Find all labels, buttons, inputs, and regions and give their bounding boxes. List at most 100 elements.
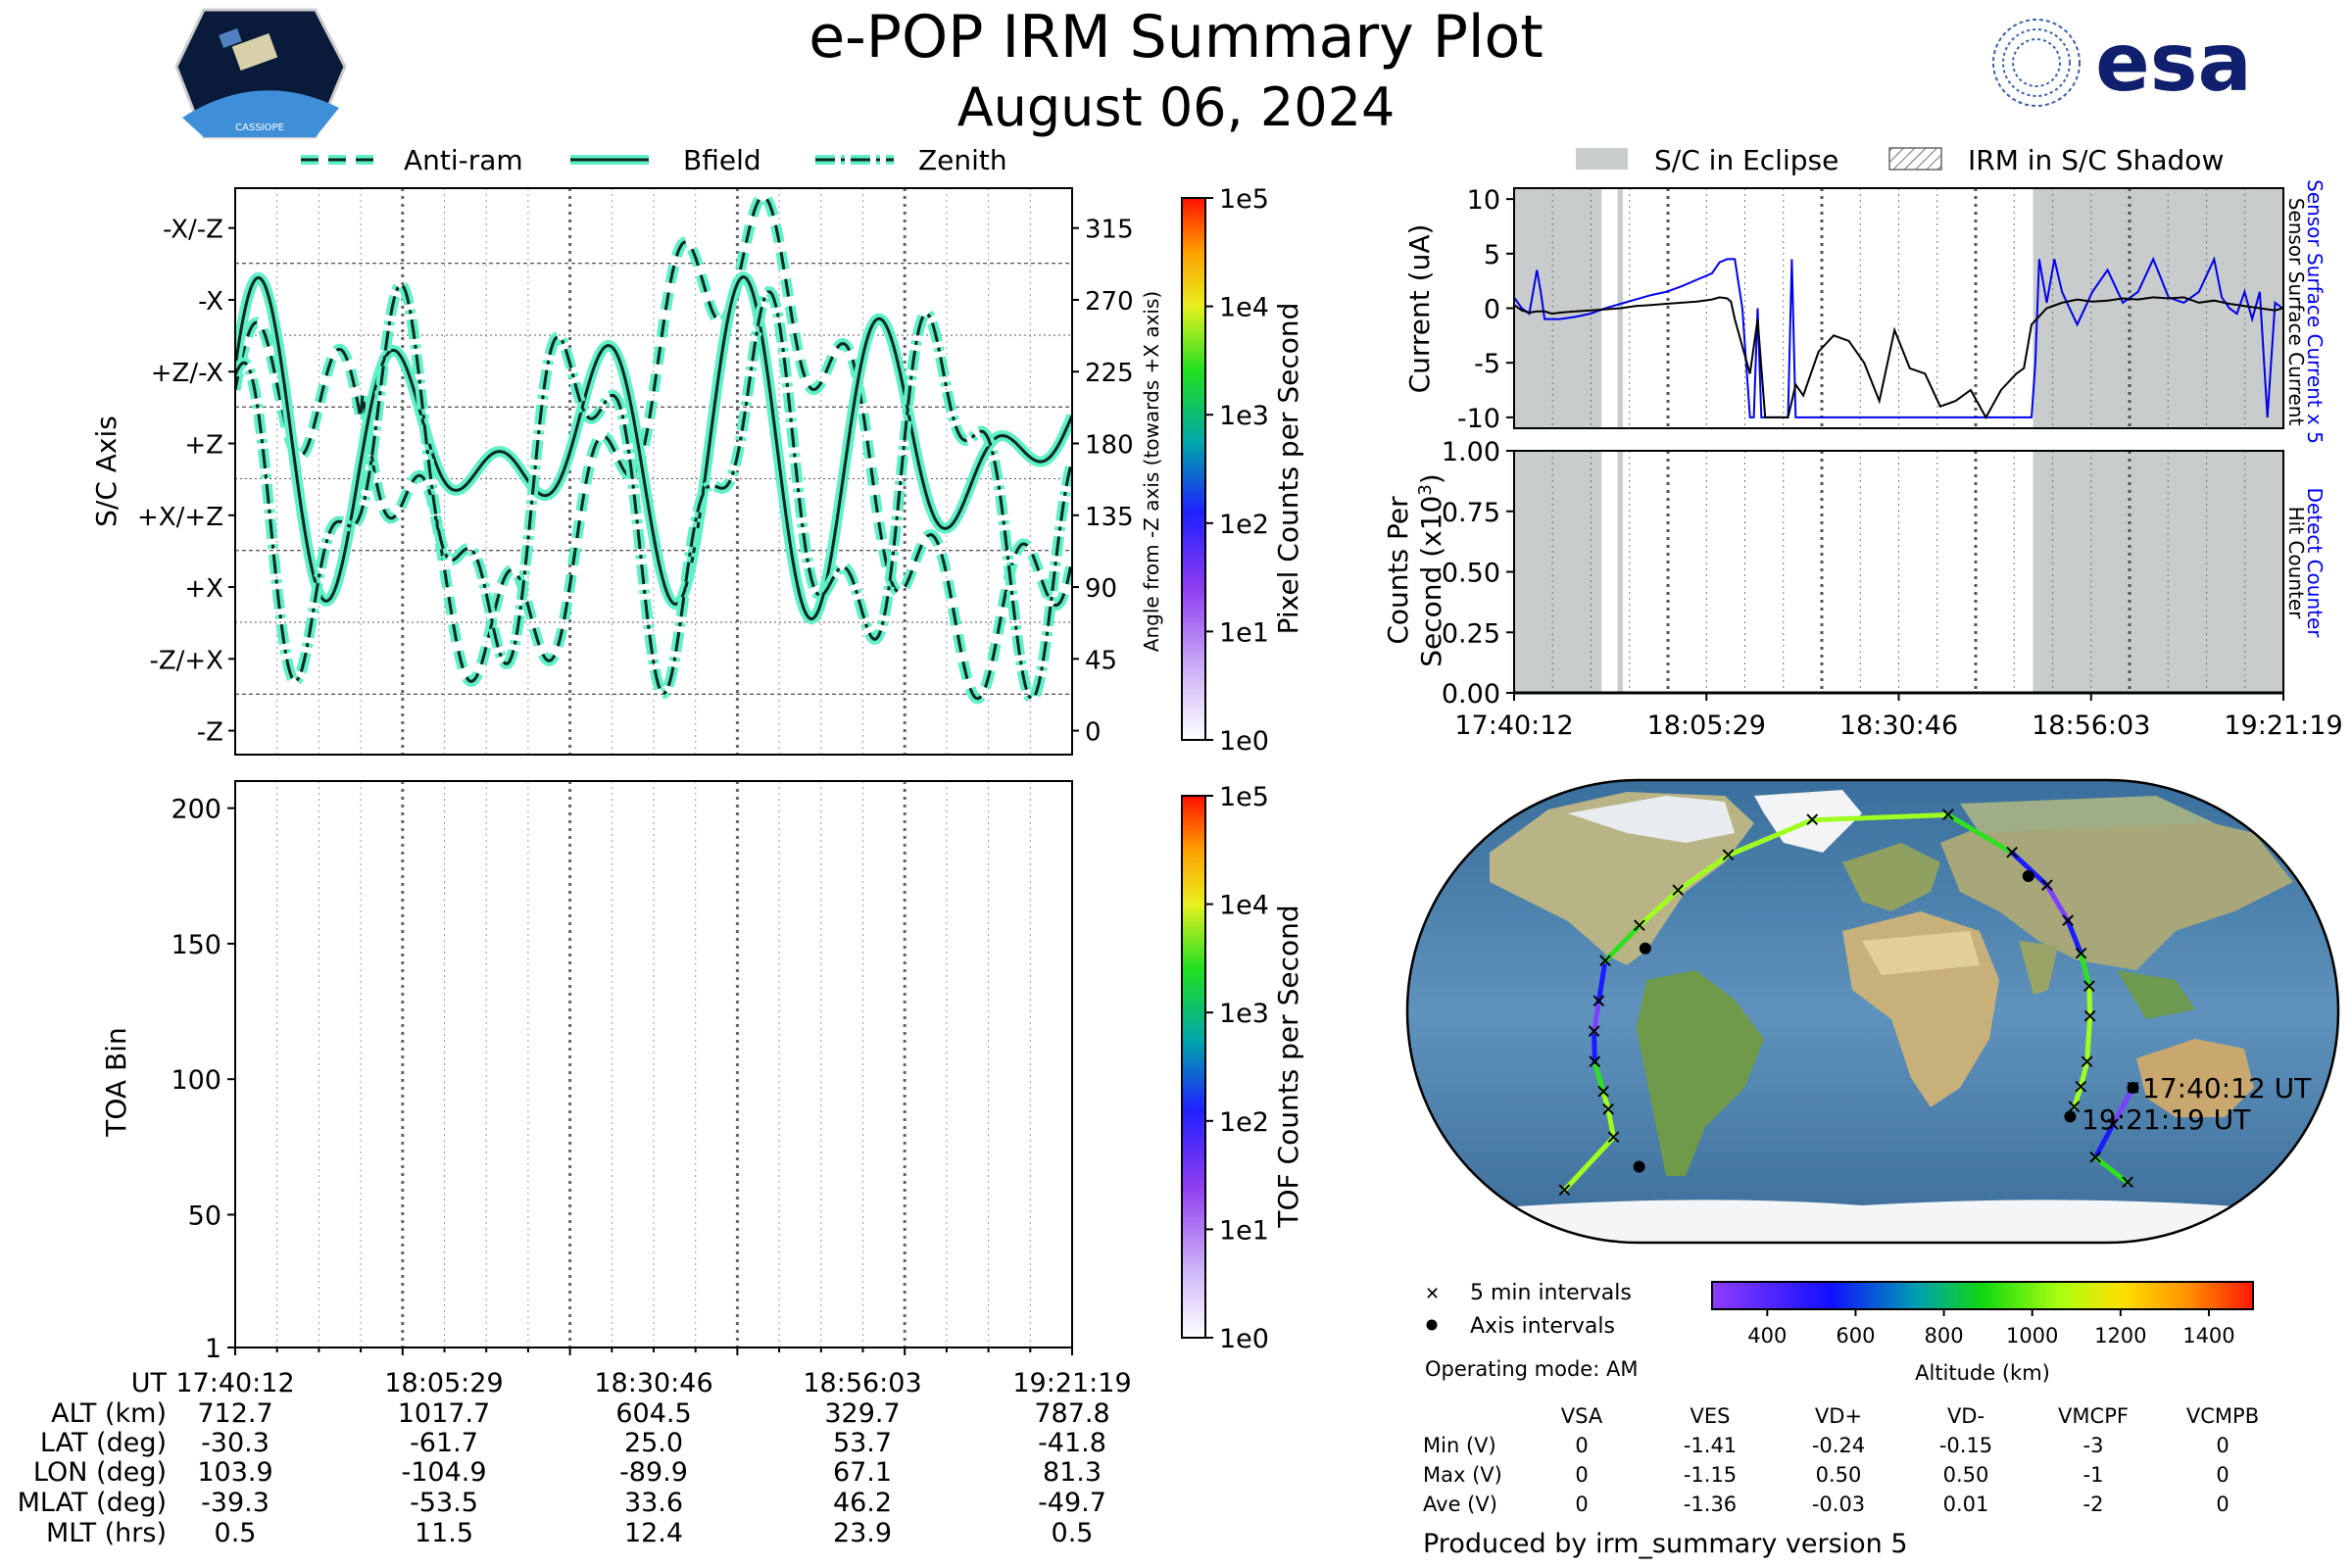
ephemeris-row-label: MLAT (deg)	[18, 1488, 167, 1518]
orbit-segment	[1637, 888, 1681, 929]
orbit-5min-cross: ✕	[1556, 1178, 1573, 1201]
counts-ylabel-2: Second (x103)	[1415, 473, 1448, 666]
ephemeris-cell: 53.7	[833, 1428, 892, 1458]
voltage-header: VES	[1690, 1404, 1731, 1428]
voltage-header: VMCPF	[2058, 1404, 2129, 1428]
orbit-5min-cross: ✕	[2082, 974, 2098, 998]
orbit-5min-cross: ✕	[1631, 914, 1647, 938]
ephemeris-cell: -61.7	[410, 1428, 478, 1458]
attitude-ytick-label: +X	[184, 574, 223, 604]
current-ytick-label: 5	[1484, 240, 1500, 270]
legend-eclipse: S/C in Eclipse	[1654, 144, 1838, 176]
voltage-cell: 0.01	[1943, 1493, 1989, 1516]
orbit-track: ✕✕✕✕✕✕✕✕✕✕✕✕✕✕✕✕✕✕✕✕✕✕✕✕✕✕	[1556, 804, 2141, 1202]
counts-right-label-blue: Detect Counter	[2303, 488, 2327, 639]
orbit-segment	[2072, 1084, 2083, 1110]
ephemeris-cell: -41.8	[1038, 1428, 1106, 1458]
ephemeris-cell: 712.7	[197, 1398, 272, 1429]
attitude-y2tick-label: 180	[1085, 431, 1134, 461]
orbit-axis-dot	[2022, 870, 2034, 883]
orbit-segment	[2078, 951, 2092, 989]
counts-ytick-label: 0.75	[1442, 498, 1500, 528]
orbit-segment	[2009, 850, 2050, 889]
orbit-5min-cross: ✕	[2060, 908, 2077, 932]
ephemeris-cell: 0.5	[215, 1518, 257, 1548]
counts-ylabel-1: Counts Per	[1382, 496, 1414, 645]
orbit-5min-cross: ✕	[1670, 879, 1687, 903]
altitude-label: Altitude (km)	[1915, 1361, 2050, 1385]
legend-bfield: Bfield	[683, 144, 761, 176]
dot-marker-icon	[1426, 1319, 1438, 1331]
voltage-cell: 0.50	[1816, 1463, 1862, 1487]
pixel-colorbar-label: Pixel Counts per Second	[1272, 303, 1304, 635]
voltage-cell: 0	[1575, 1463, 1588, 1487]
orbit-segment	[1561, 1134, 1617, 1193]
orbit-segment	[1600, 1089, 1611, 1112]
toa-ytick-label: 150	[171, 930, 221, 960]
colorbar-tick-label: 1e5	[1219, 782, 1269, 812]
altitude-tick-label: 800	[1925, 1324, 1964, 1348]
ephemeris-cell: 23.9	[833, 1518, 892, 1548]
attitude-ytick-label: -Z	[197, 718, 223, 748]
orbit-5min-cross: ✕	[1605, 1125, 1622, 1149]
orbit-segment	[1945, 812, 2015, 856]
orbit-5min-cross: ✕	[2087, 1146, 2104, 1169]
ephemeris-cell: 18:56:03	[803, 1368, 921, 1398]
orbit-5min-cross: ✕	[1597, 950, 1614, 973]
ephemeris-cell: 604.5	[615, 1398, 691, 1429]
orbit-segment	[1726, 817, 1815, 858]
counts-xtick-label: 17:40:12	[1454, 710, 1573, 741]
attitude-legend: Anti-ram Bfield Zenith	[301, 144, 1007, 176]
voltage-cell: -3	[2083, 1434, 2104, 1457]
voltage-cell: -0.03	[1812, 1493, 1865, 1516]
ephemeris-row-label: LAT (deg)	[40, 1428, 167, 1458]
voltage-row-label: Max (V)	[1423, 1463, 1502, 1487]
counts-xtick-label: 18:05:29	[1647, 710, 1766, 741]
orbit-5min-cross: ✕	[2073, 942, 2089, 965]
voltage-header: VD-	[1947, 1404, 1984, 1428]
toa-ylabel: TOA Bin	[100, 1027, 132, 1137]
voltage-cell: -0.24	[1812, 1434, 1865, 1457]
map-legend: ✕ 5 min intervals Axis intervals Operati…	[1425, 1281, 1638, 1381]
voltage-cell: -0.15	[1939, 1434, 1992, 1457]
attitude-ytick-label: -X	[198, 287, 223, 317]
attitude-ytick-label: +X/+Z	[137, 503, 223, 532]
ephemeris-cell: -53.5	[410, 1488, 478, 1518]
altitude-tick-label: 600	[1836, 1324, 1875, 1348]
orbit-5min-cross: ✕	[1600, 1098, 1617, 1121]
orbit-map: ✕✕✕✕✕✕✕✕✕✕✕✕✕✕✕✕✕✕✕✕✕✕✕✕✕✕ 17:40:12 UT 1…	[1405, 778, 2340, 1245]
ephemeris-cell: 787.8	[1034, 1398, 1109, 1429]
orbit-axis-dot	[2127, 1081, 2139, 1094]
voltage-header: VD+	[1815, 1404, 1862, 1428]
voltage-cell: -1.41	[1684, 1434, 1737, 1457]
orbit-5min-cross: ✕	[2120, 1171, 2136, 1195]
orbit-segment	[1592, 999, 1601, 1035]
current-ytick-label: 10	[1467, 185, 1500, 216]
legend-5min: 5 min intervals	[1470, 1281, 1632, 1305]
colorbar-tick-label: 1e1	[1219, 1215, 1269, 1246]
ephemeris-row-label: MLT (hrs)	[46, 1518, 167, 1548]
orbit-segment	[2086, 983, 2093, 1019]
figure-title: e-POP IRM Summary Plot	[808, 3, 1544, 72]
counts-ytick-label: 1.00	[1442, 437, 1500, 467]
voltage-cell: 0	[2216, 1463, 2229, 1487]
voltage-cell: -1	[2083, 1463, 2104, 1487]
attitude-ylabel: S/C Axis	[90, 416, 122, 527]
ephemeris-cell: 1017.7	[398, 1398, 490, 1429]
colorbar-tick-label: 1e2	[1219, 510, 1269, 540]
orbit-segment	[2044, 883, 2071, 923]
attitude-y2label: Angle from -Z axis (towards +X axis)	[1140, 291, 1163, 652]
ephemeris-cell: -49.7	[1038, 1488, 1106, 1518]
voltage-cell: 0	[1575, 1493, 1588, 1516]
orbit-5min-cross: ✕	[2039, 874, 2056, 898]
orbit-segment	[1605, 1106, 1617, 1140]
counts-ytick-label: 0.25	[1442, 618, 1500, 649]
voltage-header: VSA	[1561, 1404, 1603, 1428]
cross-marker-icon: ✕	[1425, 1284, 1440, 1304]
ephemeris-cell: 67.1	[833, 1457, 892, 1488]
orbit-axis-dot	[1633, 1160, 1645, 1173]
voltage-cell: 0	[1575, 1434, 1588, 1457]
orbit-5min-cross: ✕	[2082, 1004, 2098, 1028]
